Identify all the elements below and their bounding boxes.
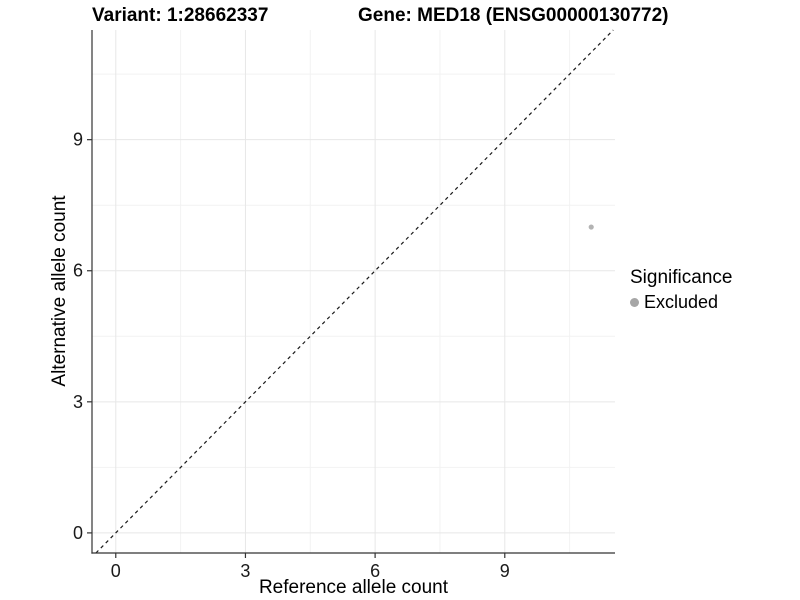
x-tick-label: 3 [240,561,250,581]
legend-item: Excluded [630,292,732,313]
x-tick-label: 6 [370,561,380,581]
y-axis-title: Alternative allele count [49,195,70,387]
y-tick-label: 0 [73,523,83,543]
x-axis-title: Reference allele count [258,577,449,598]
legend-point-icon [630,298,639,307]
legend: Significance Excluded [630,267,732,313]
legend-item-label: Excluded [644,292,719,312]
x-tick-label: 9 [500,561,510,581]
x-tick-label: 0 [111,561,121,581]
variant-title: Variant: 1:28662337 [92,5,269,26]
legend-title: Significance [630,267,733,288]
data-point [588,224,594,230]
y-tick-label: 3 [73,392,83,412]
y-tick-label: 9 [73,130,83,150]
gene-title: Gene: MED18 (ENSG00000130772) [358,5,669,26]
y-tick-label: 6 [73,261,83,281]
identity-reference-line [95,29,614,554]
